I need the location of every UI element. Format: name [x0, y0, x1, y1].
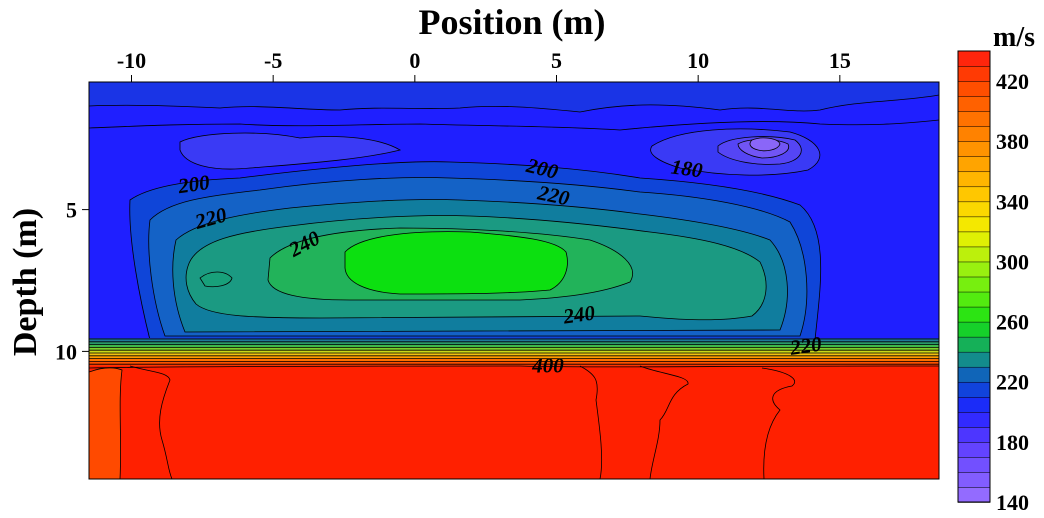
colorbar-segment	[957, 441, 991, 458]
colorbar-segment	[957, 155, 991, 173]
contour-line	[579, 365, 603, 479]
contour-line	[89, 119, 939, 131]
x-tick-label: 10	[687, 48, 709, 73]
colorbar-segment	[957, 261, 991, 278]
plot-area	[89, 82, 939, 479]
contour-label: 200	[176, 170, 212, 198]
colorbar-tick-label: 380	[996, 129, 1029, 154]
transition-band	[89, 358, 939, 362]
colorbar-segment	[957, 125, 991, 142]
colorbar-segment	[957, 186, 991, 203]
y-axis: 5 10	[55, 198, 89, 364]
colorbar-segment	[957, 140, 991, 157]
x-axis: -10 -5 0 5 10 15	[117, 48, 851, 82]
colorbar-tick-label: 140	[996, 490, 1029, 515]
colorbar-segment	[957, 216, 991, 233]
colorbar-segment	[957, 471, 991, 488]
colorbar-segment	[957, 276, 991, 293]
colorbar: 420 380 340 300 260 220 180 140	[957, 50, 1029, 515]
y-tick-label: 10	[55, 339, 77, 364]
transition-band	[89, 364, 939, 367]
contour-label: 220	[788, 332, 824, 360]
colorbar-tick-label: 220	[996, 370, 1029, 395]
colorbar-segment	[957, 381, 991, 398]
contour-line	[89, 341, 939, 343]
contour-line	[89, 355, 939, 357]
contour-line	[89, 349, 939, 351]
top-band-region	[89, 82, 939, 112]
colorbar-segment	[957, 351, 991, 368]
colorbar-frame	[957, 50, 991, 503]
velocity-zone-260	[344, 231, 568, 295]
colorbar-segment	[957, 95, 991, 112]
contour-line	[89, 352, 939, 354]
low-velocity-patch-left	[179, 132, 402, 170]
colorbar-segment	[957, 231, 991, 248]
x-tick-label: 15	[829, 48, 851, 73]
colorbar-tick-label: 180	[996, 430, 1029, 455]
contour-label: 400	[531, 354, 564, 378]
colorbar-segment	[957, 65, 991, 82]
y-axis-label: Depth (m)	[7, 208, 44, 356]
transition-band	[89, 341, 939, 345]
colorbar-tick-label: 420	[996, 69, 1029, 94]
contour-line	[89, 360, 939, 363]
velocity-pocket-left	[199, 271, 233, 288]
colorbar-segment	[957, 246, 991, 263]
contour-line	[89, 94, 939, 113]
x-tick-label: 0	[409, 48, 420, 73]
transition-band	[89, 361, 939, 365]
y-tick-label: 5	[66, 198, 77, 223]
transition-band	[89, 344, 939, 348]
colorbar-segment	[957, 201, 991, 218]
colorbar-tick-label: 260	[996, 310, 1029, 335]
transition-band	[89, 350, 939, 353]
transition-band	[89, 353, 939, 356]
colorbar-segment	[957, 306, 991, 323]
transition-band	[89, 347, 939, 351]
colorbar-segment	[957, 80, 991, 97]
transition-band	[89, 355, 939, 359]
colorbar-segment	[957, 456, 991, 473]
colorbar-segment	[957, 291, 991, 308]
contour-line	[89, 365, 939, 369]
colorbar-segment	[957, 396, 991, 413]
colorbar-segment	[957, 486, 991, 503]
chart-title: Position (m)	[419, 2, 606, 42]
contour-line	[89, 343, 939, 346]
colorbar-segment	[957, 411, 991, 428]
plot-frame	[88, 81, 940, 480]
x-tick-label: -5	[264, 48, 282, 73]
x-tick-label: -10	[117, 48, 146, 73]
contour-label: 180	[670, 154, 705, 182]
colorbar-segment	[957, 321, 991, 338]
high-velocity-edge-left	[89, 367, 123, 479]
contour-label: 240	[561, 300, 597, 328]
colorbar-segment	[957, 366, 991, 383]
colorbar-unit-label: m/s	[993, 22, 1035, 53]
transition-contours	[89, 338, 939, 367]
contour-line	[639, 365, 689, 479]
colorbar-segment	[957, 336, 991, 353]
colorbar-segment	[957, 426, 991, 443]
colorbar-segment	[957, 171, 991, 188]
colorbar-tick-label: 340	[996, 189, 1029, 214]
colorbar-segment	[957, 110, 991, 127]
contour-line	[89, 338, 939, 340]
colorbar-tick-label: 300	[996, 249, 1029, 274]
contour-line	[89, 363, 939, 365]
contour-line	[89, 357, 939, 360]
high-velocity-layer	[89, 366, 939, 479]
x-tick-label: 5	[551, 48, 562, 73]
contour-line	[761, 367, 796, 479]
contour-line	[129, 365, 173, 479]
low-velocity-core-inner	[749, 137, 781, 152]
contour-line	[89, 346, 939, 349]
transition-band	[89, 339, 939, 342]
colorbar-segment	[957, 50, 991, 67]
